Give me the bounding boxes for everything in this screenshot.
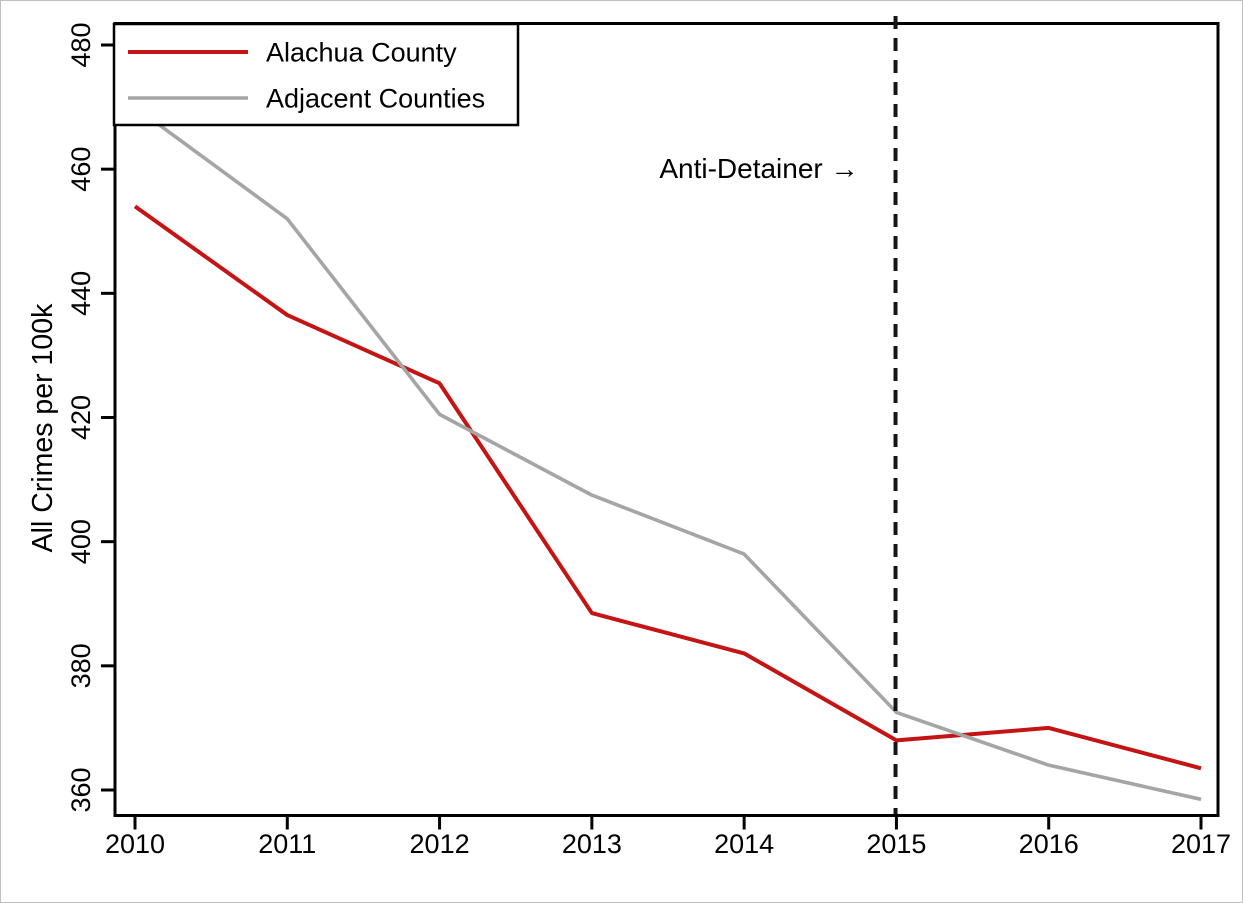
x-tick-label: 2015 [866,829,926,859]
legend-box [112,22,520,127]
x-tick-label: 2010 [105,829,165,859]
legend-label: Alachua County [266,38,457,68]
y-tick-label: 480 [66,22,96,67]
y-tick-label: 440 [66,271,96,316]
plot-border [113,22,1220,817]
y-tick-label: 380 [66,643,96,688]
y-tick-label: 420 [66,395,96,440]
series-line-adjacent-counties [133,105,1202,802]
y-axis-title: All Crimes per 100k [27,303,59,552]
x-tick-label: 2012 [410,829,470,859]
series-line-alachua-county [133,204,1202,771]
legend-label: Adjacent Counties [266,84,485,114]
x-tick-label: 2011 [258,829,316,859]
y-tick-label: 460 [66,147,96,192]
y-tick-label: 360 [66,767,96,812]
y-tick-label: 400 [66,519,96,564]
x-tick-label: 2014 [714,829,774,859]
x-tick-label: 2017 [1171,829,1231,859]
x-tick-label: 2016 [1019,829,1079,859]
x-tick-label: 2013 [562,829,622,859]
anti-detainer-annotation: Anti-Detainer → [659,153,858,184]
